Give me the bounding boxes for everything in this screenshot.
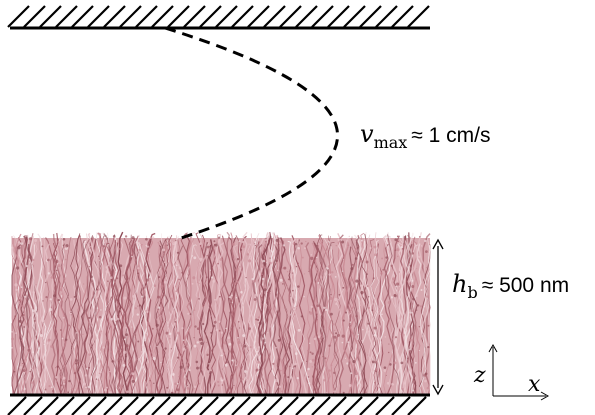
top-wall-hatching [7,5,430,28]
axis-z-label: z [473,363,486,388]
coordinate-axes-icon: z x [473,343,550,401]
velocity-symbol: v [360,120,374,148]
brush-height-label: hb ≈ 500 nm [452,270,569,302]
brush-height-relation: ≈ 500 nm [482,274,569,297]
bottom-wall-hatching [7,396,427,415]
axis-x-label: x [528,372,541,397]
polymer-brush-layer [11,231,431,395]
velocity-relation: ≈ 1 cm/s [411,124,490,147]
velocity-label: vmax ≈ 1 cm/s [360,120,491,152]
brush-height-subscript: b [467,283,477,302]
bottom-wall [7,393,430,415]
velocity-profile-curve [164,26,339,242]
top-wall [7,5,430,30]
double-arrow-icon [432,238,444,396]
brush-height-symbol: h [452,270,467,298]
velocity-subscript: max [374,133,408,152]
